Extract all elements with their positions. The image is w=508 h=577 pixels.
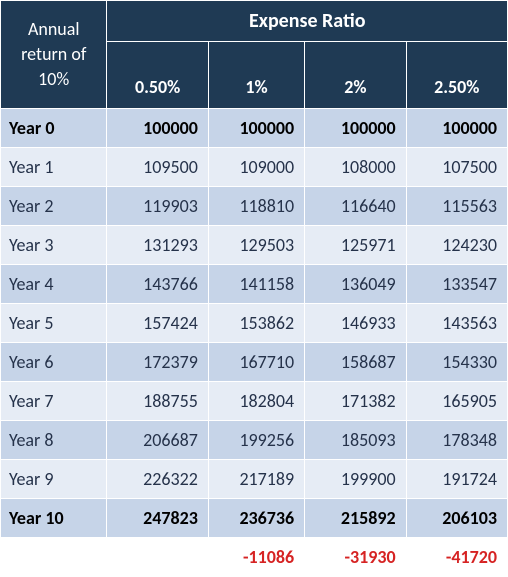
cell-value: 100000 — [406, 109, 507, 148]
diff-value: -31930 — [305, 538, 406, 577]
diff-value — [107, 538, 208, 577]
cell-value: 154330 — [406, 343, 507, 382]
cell-value: 206103 — [406, 499, 507, 538]
col-header-1: 1% — [208, 42, 304, 109]
cell-value: 236736 — [208, 499, 304, 538]
corner-header: Annual return of 10% — [1, 1, 107, 109]
cell-value: 125971 — [305, 226, 406, 265]
cell-value: 109500 — [107, 148, 208, 187]
diff-value: -41720 — [406, 538, 507, 577]
cell-value: 199256 — [208, 421, 304, 460]
cell-value: 217189 — [208, 460, 304, 499]
col-header-2: 2% — [305, 42, 406, 109]
cell-value: 129503 — [208, 226, 304, 265]
cell-value: 141158 — [208, 265, 304, 304]
row-label: Year 6 — [1, 343, 107, 382]
table-row: Year 2119903118810116640115563 — [1, 187, 508, 226]
cell-value: 199900 — [305, 460, 406, 499]
cell-value: 131293 — [107, 226, 208, 265]
table-row: Year 9226322217189199900191724 — [1, 460, 508, 499]
row-label: Year 4 — [1, 265, 107, 304]
cell-value: 172379 — [107, 343, 208, 382]
cell-value: 107500 — [406, 148, 507, 187]
cell-value: 116640 — [305, 187, 406, 226]
cell-value: 215892 — [305, 499, 406, 538]
row-label: Year 8 — [1, 421, 107, 460]
row-label: Year 3 — [1, 226, 107, 265]
row-label: Year 5 — [1, 304, 107, 343]
cell-value: 146933 — [305, 304, 406, 343]
row-label: Year 1 — [1, 148, 107, 187]
cell-value: 100000 — [208, 109, 304, 148]
row-label: Year 7 — [1, 382, 107, 421]
row-label: Year 10 — [1, 499, 107, 538]
col-header-0: 0.50% — [107, 42, 208, 109]
data-table: Annual return of 10% Expense Ratio 0.50%… — [0, 0, 508, 577]
cell-value: 108000 — [305, 148, 406, 187]
cell-value: 118810 — [208, 187, 304, 226]
cell-value: 206687 — [107, 421, 208, 460]
row-label: Year 9 — [1, 460, 107, 499]
cell-value: 157424 — [107, 304, 208, 343]
cell-value: 247823 — [107, 499, 208, 538]
table-row: Year 6172379167710158687154330 — [1, 343, 508, 382]
cell-value: 158687 — [305, 343, 406, 382]
table-row: Year 3131293129503125971124230 — [1, 226, 508, 265]
table-row: Year 1109500109000108000107500 — [1, 148, 508, 187]
cell-value: 115563 — [406, 187, 507, 226]
cell-value: 188755 — [107, 382, 208, 421]
expense-ratio-table: Annual return of 10% Expense Ratio 0.50%… — [0, 0, 508, 577]
difference-row: -11086-31930-41720 — [1, 538, 508, 577]
table-row: Year 10247823236736215892206103 — [1, 499, 508, 538]
super-header: Expense Ratio — [107, 1, 508, 42]
cell-value: 124230 — [406, 226, 507, 265]
row-label — [1, 538, 107, 577]
cell-value: 178348 — [406, 421, 507, 460]
cell-value: 119903 — [107, 187, 208, 226]
cell-value: 133547 — [406, 265, 507, 304]
row-label: Year 0 — [1, 109, 107, 148]
col-header-3: 2.50% — [406, 42, 507, 109]
cell-value: 165905 — [406, 382, 507, 421]
table-row: Year 5157424153862146933143563 — [1, 304, 508, 343]
cell-value: 167710 — [208, 343, 304, 382]
diff-value: -11086 — [208, 538, 304, 577]
row-label: Year 2 — [1, 187, 107, 226]
cell-value: 100000 — [305, 109, 406, 148]
cell-value: 185093 — [305, 421, 406, 460]
cell-value: 182804 — [208, 382, 304, 421]
table-row: Year 0100000100000100000100000 — [1, 109, 508, 148]
table-row: Year 4143766141158136049133547 — [1, 265, 508, 304]
cell-value: 143563 — [406, 304, 507, 343]
cell-value: 100000 — [107, 109, 208, 148]
table-row: Year 7188755182804171382165905 — [1, 382, 508, 421]
cell-value: 153862 — [208, 304, 304, 343]
cell-value: 226322 — [107, 460, 208, 499]
cell-value: 136049 — [305, 265, 406, 304]
cell-value: 109000 — [208, 148, 304, 187]
cell-value: 191724 — [406, 460, 507, 499]
cell-value: 143766 — [107, 265, 208, 304]
table-row: Year 8206687199256185093178348 — [1, 421, 508, 460]
cell-value: 171382 — [305, 382, 406, 421]
